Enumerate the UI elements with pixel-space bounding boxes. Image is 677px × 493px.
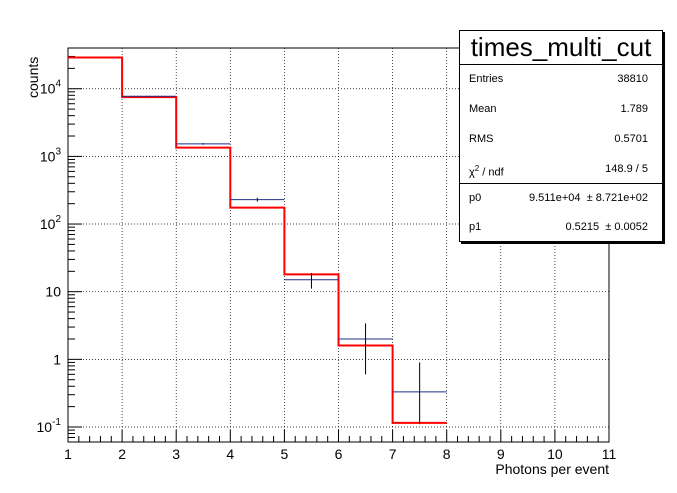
- axes: [67, 47, 610, 443]
- stats-separator: [460, 183, 662, 184]
- x-tick-label: 1: [64, 446, 72, 462]
- stats-row-p1: p1 0.5215 ± 0.0052: [460, 212, 662, 242]
- stats-value: 9.511e+04 ± 8.721e+02: [529, 192, 648, 204]
- x-tick-label: 4: [226, 446, 234, 462]
- stats-row-entries: Entries 38810: [460, 64, 662, 94]
- data-point: [176, 143, 231, 145]
- stats-row-mean: Mean 1.789: [460, 94, 662, 124]
- fit-curve: [68, 56, 447, 424]
- stats-value: 1.789: [620, 103, 648, 115]
- y-tick-label: 10: [45, 284, 61, 300]
- stats-row-rms: RMS 0.5701: [460, 124, 662, 154]
- stats-label: Entries: [469, 73, 504, 85]
- x-tick-label: 8: [443, 446, 451, 462]
- x-axis-label: Photons per event: [495, 461, 609, 477]
- x-tick-label: 11: [602, 446, 617, 462]
- y-tick-label: 10-1: [37, 417, 62, 435]
- y-tick-label: 104: [40, 79, 62, 97]
- stats-label: p1: [469, 221, 482, 233]
- stats-label: p0: [469, 192, 482, 204]
- x-tick-label: 10: [547, 446, 563, 462]
- data-point: [392, 362, 447, 425]
- stats-row-chi2: χ2 / ndf 148.9 / 5: [460, 154, 662, 184]
- x-tick-label: 6: [335, 446, 343, 462]
- x-tick-label: 9: [497, 446, 505, 462]
- data-point: [284, 272, 339, 289]
- data-points: [122, 95, 447, 425]
- stats-row-p0: p0 9.511e+04 ± 8.721e+02: [460, 183, 662, 213]
- y-tick-label: 103: [40, 146, 62, 164]
- stats-value: 38810: [617, 73, 648, 85]
- stats-value: 148.9 / 5: [605, 163, 648, 175]
- stats-value: 0.5701: [614, 133, 648, 145]
- fit-step-curve: [68, 56, 447, 424]
- stats-label: RMS: [469, 133, 494, 145]
- stats-label: Mean: [469, 103, 497, 115]
- data-point: [338, 323, 393, 375]
- stats-label-chi2: χ2 / ndf: [469, 164, 504, 179]
- y-tick-label: 102: [40, 214, 62, 232]
- x-tick-label: 3: [172, 446, 180, 462]
- x-tick-label: 2: [118, 446, 126, 462]
- x-tick-label: 7: [389, 446, 397, 462]
- stats-box: times_multi_cut Entries 38810 Mean 1.789…: [459, 30, 663, 242]
- stats-title: times_multi_cut: [460, 31, 662, 65]
- stats-value: 0.5215 ± 0.0052: [565, 221, 649, 233]
- data-point: [122, 95, 177, 97]
- x-tick-label: 5: [281, 446, 289, 462]
- data-point: [230, 197, 285, 202]
- y-tick-label: 1: [53, 351, 61, 367]
- y-axis-label: counts: [25, 57, 41, 98]
